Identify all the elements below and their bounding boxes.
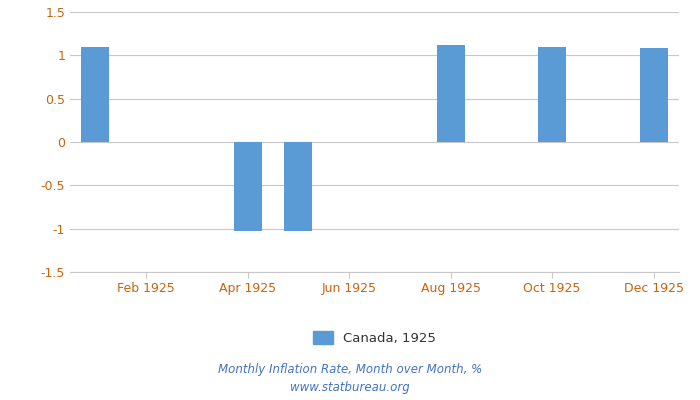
Bar xyxy=(538,47,566,142)
Bar xyxy=(81,47,109,142)
Bar xyxy=(640,48,668,142)
Bar xyxy=(284,142,312,231)
Text: www.statbureau.org: www.statbureau.org xyxy=(290,382,410,394)
Bar xyxy=(437,45,465,142)
Bar xyxy=(234,142,262,231)
Legend: Canada, 1925: Canada, 1925 xyxy=(307,325,442,350)
Text: Monthly Inflation Rate, Month over Month, %: Monthly Inflation Rate, Month over Month… xyxy=(218,364,482,376)
